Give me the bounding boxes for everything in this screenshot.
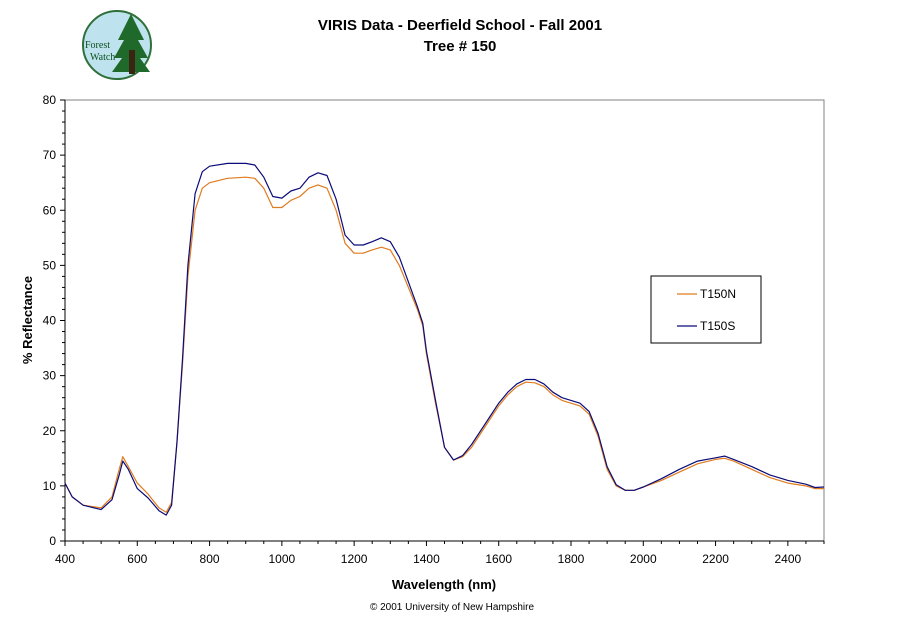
- x-tick-label: 2000: [630, 552, 657, 566]
- logo-text-line1: Forest: [85, 40, 110, 51]
- x-tick-label: 800: [200, 552, 220, 566]
- series-line-t150s: [64, 162, 825, 516]
- legend-label-t150s: T150S: [700, 319, 735, 333]
- x-tick-label: 1400: [413, 552, 440, 566]
- legend-label-t150n: T150N: [700, 287, 736, 301]
- x-axis-label: Wavelength (nm): [392, 577, 496, 592]
- y-tick-label: 70: [43, 148, 57, 162]
- x-tick-label: 1000: [269, 552, 296, 566]
- x-tick-label: 400: [55, 552, 75, 566]
- logo-text-line2: Watch: [90, 52, 115, 63]
- legend: T150N T150S: [650, 275, 762, 344]
- tree-icon: [112, 14, 150, 74]
- chart-title: VIRIS Data - Deerfield School - Fall 200…: [318, 17, 602, 34]
- x-tick-label: 1600: [485, 552, 512, 566]
- chart-subtitle: Tree # 150: [424, 38, 497, 55]
- y-tick-label: 10: [43, 479, 57, 493]
- y-tick-label: 20: [43, 424, 57, 438]
- y-tick-label: 50: [43, 258, 57, 272]
- y-tick-label: 60: [43, 203, 57, 217]
- legend-box: [650, 275, 762, 344]
- axis-ticks: 400 600 800 1000 1200 1400 1600 1800 2000 2200 240…: [43, 93, 825, 566]
- x-tick-label: 2400: [775, 552, 802, 566]
- y-axis-label: % Reflectance: [20, 276, 35, 364]
- forest-watch-logo: Forest Watch: [82, 10, 152, 80]
- x-tick-label: 2200: [702, 552, 729, 566]
- series-lines: [64, 162, 825, 516]
- series-line-t150n: [64, 176, 824, 513]
- x-tick-label: 1800: [558, 552, 585, 566]
- x-tick-label: 600: [127, 552, 147, 566]
- copyright-text: © 2001 University of New Hampshire: [370, 602, 535, 613]
- x-tick-label: 1200: [341, 552, 368, 566]
- y-tick-label: 40: [43, 314, 57, 328]
- y-tick-label: 30: [43, 369, 57, 383]
- y-tick-label: 0: [49, 534, 56, 548]
- y-tick-label: 80: [43, 93, 57, 107]
